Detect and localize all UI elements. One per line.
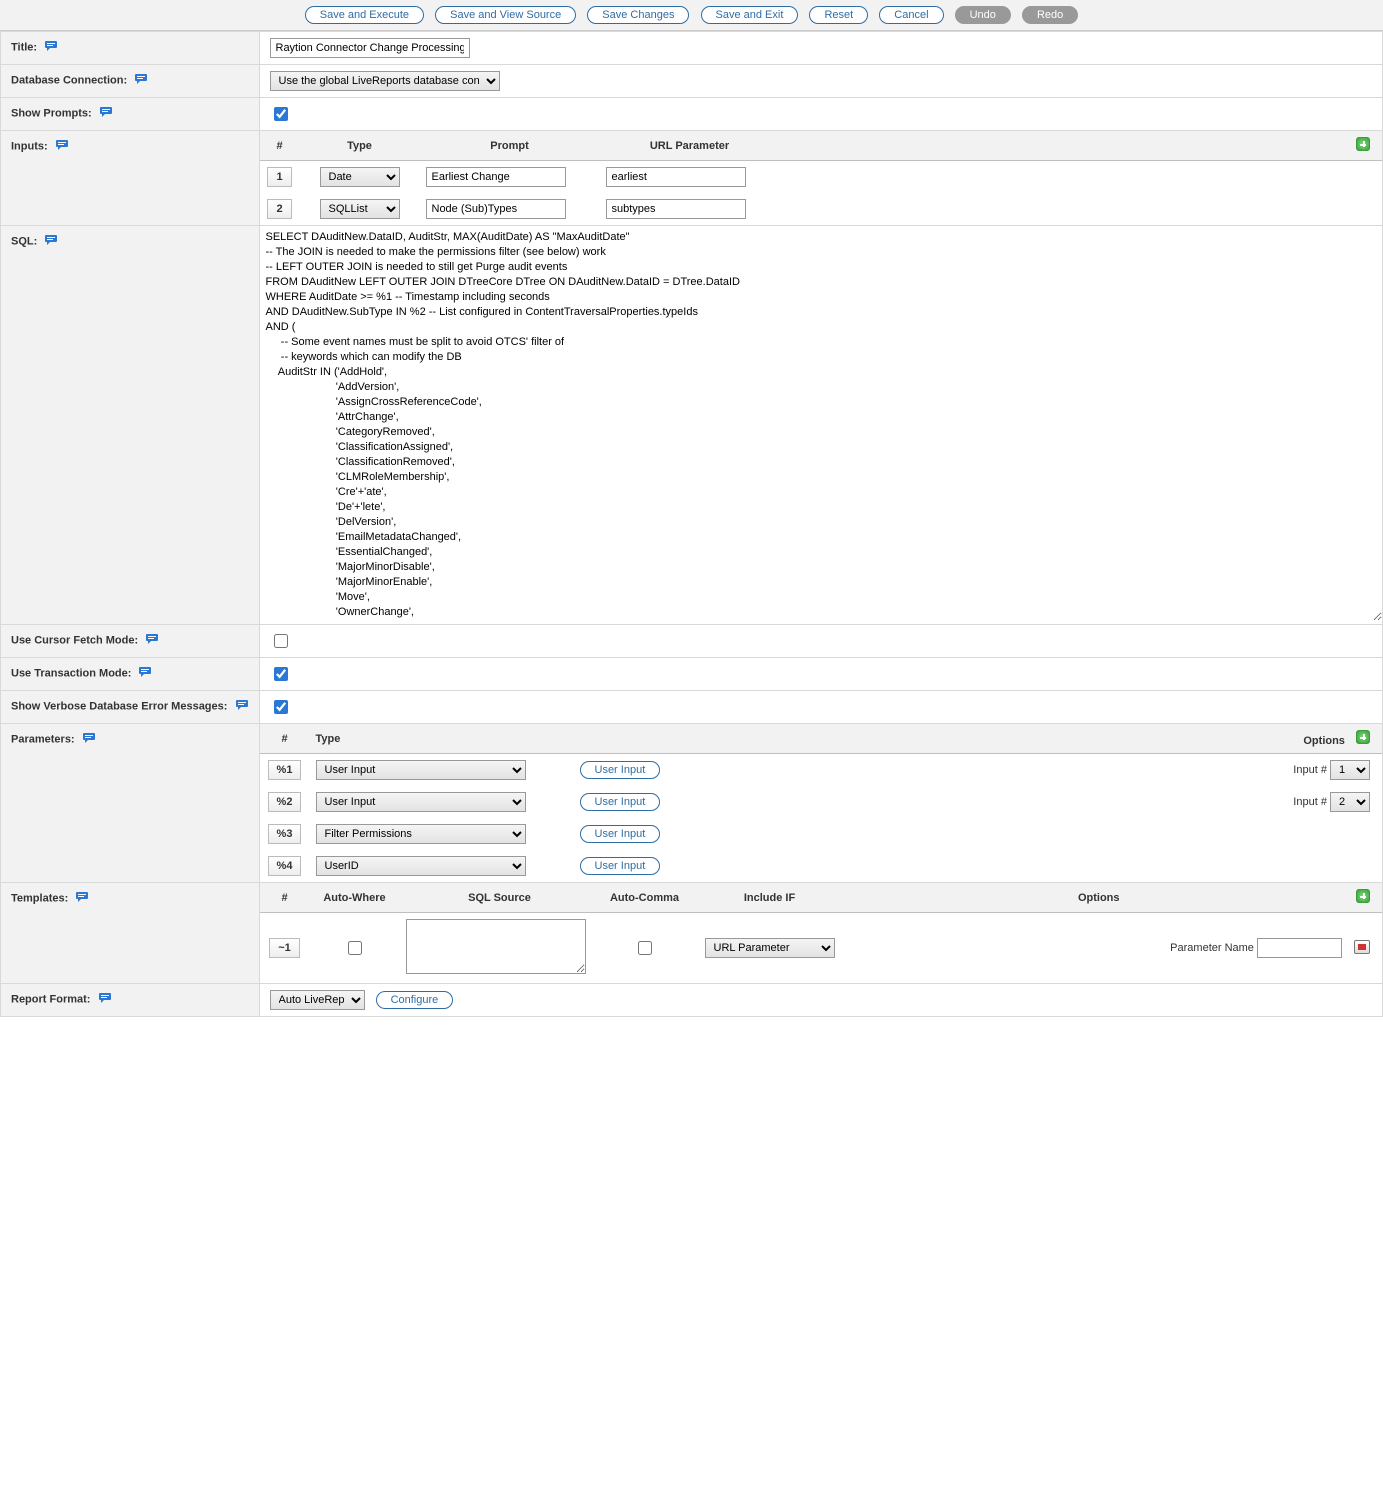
show-prompts-checkbox[interactable] — [274, 107, 288, 121]
params-col-type: Type — [310, 724, 570, 754]
title-label: Title: — [11, 41, 37, 53]
save-changes-button[interactable]: Save Changes — [587, 6, 689, 24]
params-col-num: # — [260, 724, 310, 754]
redo-button[interactable]: Redo — [1022, 6, 1078, 24]
help-icon[interactable] — [55, 139, 69, 154]
table-row: %4 UserID User Input — [260, 850, 1383, 882]
inputs-label: Inputs: — [11, 140, 48, 152]
templates-table: # Auto-Where SQL Source Auto-Comma Inclu… — [260, 883, 1383, 983]
db-connection-select[interactable]: Use the global LiveReports database conn… — [270, 71, 500, 91]
param-type-select[interactable]: Filter Permissions — [316, 824, 526, 844]
input-num-label: Input # — [1293, 764, 1327, 776]
table-row: %3 Filter Permissions User Input — [260, 818, 1383, 850]
param-num: %3 — [268, 824, 302, 844]
title-input[interactable] — [270, 38, 470, 58]
parameters-label: Parameters: — [11, 733, 75, 745]
tmpl-col-autowhere: Auto-Where — [310, 883, 400, 913]
inputs-col-num: # — [260, 131, 300, 161]
sql-source-textarea[interactable] — [406, 919, 586, 974]
tmpl-col-includeif: Include IF — [690, 883, 850, 913]
help-icon[interactable] — [99, 106, 113, 121]
help-icon[interactable] — [75, 891, 89, 906]
help-icon[interactable] — [44, 234, 58, 249]
sql-label: SQL: — [11, 235, 37, 247]
transaction-label: Use Transaction Mode: — [11, 667, 131, 679]
inputs-col-url: URL Parameter — [600, 131, 780, 161]
add-input-icon[interactable] — [1356, 137, 1370, 151]
help-icon[interactable] — [145, 633, 159, 648]
inputs-col-prompt: Prompt — [420, 131, 600, 161]
help-icon[interactable] — [138, 666, 152, 681]
verbose-checkbox[interactable] — [274, 700, 288, 714]
include-if-select[interactable]: URL Parameter — [705, 938, 835, 958]
save-view-source-button[interactable]: Save and View Source — [435, 6, 576, 24]
remove-template-icon[interactable] — [1354, 940, 1370, 954]
help-icon[interactable] — [82, 732, 96, 747]
input-type-select[interactable]: SQLList — [320, 199, 400, 219]
param-type-select[interactable]: UserID — [316, 856, 526, 876]
cursor-fetch-label: Use Cursor Fetch Mode: — [11, 634, 138, 646]
show-prompts-label: Show Prompts: — [11, 107, 92, 119]
input-num: 1 — [267, 167, 291, 187]
input-num-select[interactable]: 2 — [1330, 792, 1370, 812]
inputs-col-type: Type — [300, 131, 420, 161]
table-row: %2 User Input User Input Input # 2 — [260, 786, 1383, 818]
cursor-fetch-checkbox[interactable] — [274, 634, 288, 648]
input-num: 2 — [267, 199, 291, 219]
input-url-param-field[interactable] — [606, 199, 746, 219]
save-exit-button[interactable]: Save and Exit — [701, 6, 799, 24]
tmpl-col-autocomma: Auto-Comma — [600, 883, 690, 913]
user-input-button[interactable]: User Input — [580, 857, 661, 875]
param-num: %1 — [268, 760, 302, 780]
param-name-input[interactable] — [1257, 938, 1342, 958]
sql-textarea[interactable] — [260, 226, 1383, 621]
user-input-button[interactable]: User Input — [580, 761, 661, 779]
undo-button[interactable]: Undo — [955, 6, 1011, 24]
help-icon[interactable] — [44, 40, 58, 55]
tmpl-col-sqlsource: SQL Source — [400, 883, 600, 913]
save-execute-button[interactable]: Save and Execute — [305, 6, 424, 24]
table-row: 2 SQLList — [260, 193, 1383, 225]
table-row: 1 Date — [260, 161, 1383, 194]
user-input-button[interactable]: User Input — [580, 825, 661, 843]
input-prompt-field[interactable] — [426, 199, 566, 219]
param-num: %2 — [268, 792, 302, 812]
help-icon[interactable] — [134, 73, 148, 88]
input-num-label: Input # — [1293, 796, 1327, 808]
form-table: Title: Database Connection: Use the glob… — [0, 31, 1383, 1017]
user-input-button[interactable]: User Input — [580, 793, 661, 811]
cancel-button[interactable]: Cancel — [879, 6, 943, 24]
report-format-label: Report Format: — [11, 993, 90, 1005]
add-template-icon[interactable] — [1356, 889, 1370, 903]
param-name-label: Parameter Name — [1170, 942, 1254, 954]
table-row: ~1 URL Parameter Parameter Name — [260, 913, 1383, 984]
auto-where-checkbox[interactable] — [348, 941, 362, 955]
input-num-select[interactable]: 1 — [1330, 760, 1370, 780]
param-num: %4 — [268, 856, 302, 876]
params-col-options: Options — [1303, 735, 1345, 747]
configure-button[interactable]: Configure — [376, 991, 454, 1009]
toolbar: Save and Execute Save and View Source Sa… — [0, 0, 1383, 31]
table-row: %1 User Input User Input Input # 1 — [260, 754, 1383, 787]
input-type-select[interactable]: Date — [320, 167, 400, 187]
transaction-checkbox[interactable] — [274, 667, 288, 681]
db-connection-label: Database Connection: — [11, 74, 127, 86]
tmpl-col-options: Options — [850, 883, 1349, 913]
verbose-label: Show Verbose Database Error Messages: — [11, 700, 227, 712]
help-icon[interactable] — [235, 699, 249, 714]
templates-label: Templates: — [11, 892, 68, 904]
inputs-table: # Type Prompt URL Parameter 1 Date 2 SQL… — [260, 131, 1383, 225]
report-format-select[interactable]: Auto LiveReport — [270, 990, 365, 1010]
param-type-select[interactable]: User Input — [316, 792, 526, 812]
auto-comma-checkbox[interactable] — [638, 941, 652, 955]
reset-button[interactable]: Reset — [809, 6, 868, 24]
param-type-select[interactable]: User Input — [316, 760, 526, 780]
tmpl-col-num: # — [260, 883, 310, 913]
input-url-param-field[interactable] — [606, 167, 746, 187]
template-num: ~1 — [269, 938, 300, 958]
help-icon[interactable] — [98, 992, 112, 1007]
parameters-table: # Type Options %1 User Input User Input … — [260, 724, 1383, 882]
add-parameter-icon[interactable] — [1356, 730, 1370, 744]
input-prompt-field[interactable] — [426, 167, 566, 187]
